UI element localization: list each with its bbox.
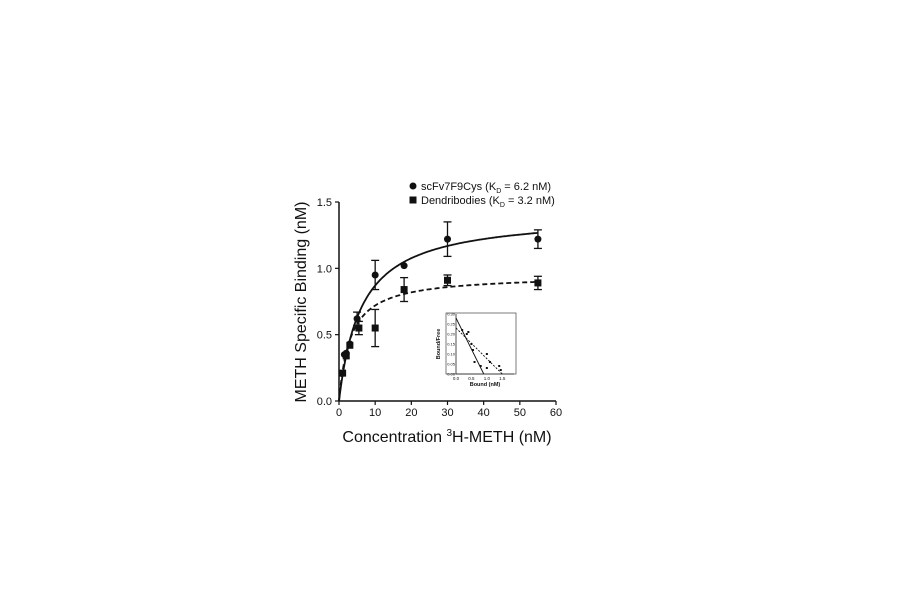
scatchard-inset: 0.0 0.5 1.0 1.5 0.00 0.05 0.10 0.15 0.20 0.25 0.30… xyxy=(436,312,517,388)
inset-fit-line-dashed xyxy=(455,327,503,375)
x-tick-label: 40 xyxy=(478,407,490,419)
inset-frame xyxy=(445,312,517,375)
inset-y-label: Bound/Free xyxy=(436,329,442,360)
inset-y-tick-label: 0.15 xyxy=(447,342,456,347)
data-point-circle xyxy=(534,235,542,243)
x-axis-label-post: H-METH (nM) xyxy=(452,429,552,446)
fit-curve-dashed xyxy=(338,281,538,402)
inset-x-label: Bound (nM) xyxy=(470,382,501,388)
inset-data-point xyxy=(485,367,488,369)
inset-y-tick-label: 0.10 xyxy=(447,352,456,357)
inset-y-tick-label: 0.00 xyxy=(447,372,456,377)
data-point-square xyxy=(534,279,542,287)
x-tick-label: 30 xyxy=(441,407,453,419)
x-tick-label: 10 xyxy=(369,407,381,419)
legend-sub: D xyxy=(500,202,505,209)
inset-y-tick-label: 0.25 xyxy=(447,322,456,327)
x-tick-label: 20 xyxy=(405,407,417,419)
data-point-square xyxy=(400,286,408,294)
legend-text: Dendribodies (K xyxy=(421,195,501,207)
legend-text: scFv7F9Cys (K xyxy=(421,181,497,193)
data-point-circle xyxy=(444,235,451,243)
data-point-square xyxy=(339,369,347,377)
inset-y-tick-label: 0.05 xyxy=(447,362,456,367)
y-tick-label: 1.0 xyxy=(317,263,332,275)
inset-y-tick-label: 0.30 xyxy=(447,312,456,317)
data-point-square xyxy=(346,341,354,349)
y-axis-label: METH Specific Binding (nM) xyxy=(293,202,310,403)
x-axis-label-pre: Concentration xyxy=(342,429,446,446)
legend-text: = 3.2 nM) xyxy=(505,195,555,207)
y-tick-label: 0.5 xyxy=(317,330,332,342)
data-point-circle xyxy=(400,262,408,270)
legend: scFv7F9Cys (KD = 6.2 nM) Dendribodies (K… xyxy=(409,181,555,209)
inset-x-tick-label: 0.0 xyxy=(453,376,460,381)
main-axes: 0 10 20 30 40 50 60 0.0 0.5 1.0 1.5 xyxy=(317,197,562,419)
data-point-circle xyxy=(353,315,361,323)
inset-data-point xyxy=(461,329,464,331)
inset-fit-line-solid xyxy=(455,317,485,375)
data-point-square xyxy=(444,276,451,284)
x-tick-label: 60 xyxy=(550,407,562,419)
inset-data-point xyxy=(470,343,473,345)
legend-text: = 6.2 nM) xyxy=(501,181,551,193)
legend-marker-circle xyxy=(409,182,417,190)
data-point-square xyxy=(371,324,379,332)
data-marks xyxy=(339,221,542,377)
y-tick-label: 1.5 xyxy=(317,197,332,209)
inset-data-point xyxy=(499,369,502,371)
inset-data-point xyxy=(473,361,476,363)
data-point-square xyxy=(342,352,350,360)
data-point-circle xyxy=(371,271,379,279)
inset-x-tick-label: 0.5 xyxy=(468,376,475,381)
data-point-square xyxy=(355,324,363,332)
inset-data-point xyxy=(479,365,482,367)
x-tick-label: 50 xyxy=(514,407,526,419)
inset-data-point xyxy=(471,349,474,351)
inset-data-point xyxy=(488,361,491,363)
legend-sub: D xyxy=(496,188,501,195)
inset-data-point xyxy=(465,333,468,335)
x-axis-label: Concentration 3H-METH (nM) xyxy=(342,428,551,446)
y-tick-label: 0.0 xyxy=(317,396,332,408)
inset-x-tick-label: 1.0 xyxy=(484,376,491,381)
legend-label-dendribodies: Dendribodies (KD = 3.2 nM) xyxy=(421,195,555,209)
x-tick-label: 0 xyxy=(336,407,342,419)
inset-data-point xyxy=(485,353,488,355)
x-axis-label-sup: 3 xyxy=(446,428,452,439)
legend-marker-square xyxy=(409,196,417,204)
inset-y-tick-label: 0.20 xyxy=(447,332,456,337)
legend-label-scfv: scFv7F9Cys (KD = 6.2 nM) xyxy=(421,181,551,195)
inset-x-tick-label: 1.5 xyxy=(499,376,506,381)
inset-data-point xyxy=(467,331,470,333)
inset-data-point xyxy=(498,365,501,367)
